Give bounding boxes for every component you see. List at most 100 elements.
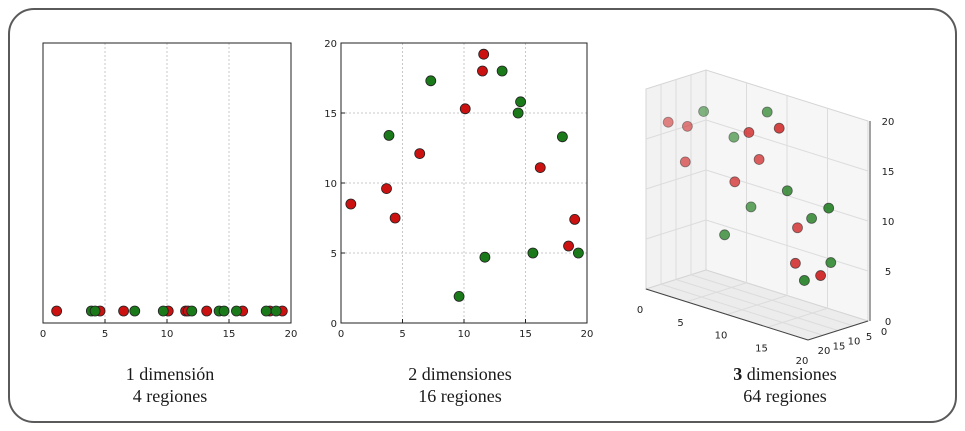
gridline-3d xyxy=(767,307,828,328)
ztick-label-3d: 0 xyxy=(885,317,891,328)
gridline-3d xyxy=(675,279,839,331)
caption-1d-regions: 4 regiones xyxy=(132,386,208,406)
xtick-label-3d: 0 xyxy=(637,305,643,316)
point-2d xyxy=(459,103,471,115)
point-2d xyxy=(479,251,491,263)
point-2d xyxy=(425,75,437,87)
caption-3d: 3 dimensiones 64 regiones xyxy=(680,363,890,407)
point-2d xyxy=(557,131,568,143)
point-3d xyxy=(806,212,817,224)
point-1d xyxy=(270,305,282,317)
point-1d xyxy=(218,305,230,317)
point-2d xyxy=(534,162,546,174)
point-2d xyxy=(345,198,357,210)
point-2d xyxy=(477,65,488,77)
point-2d xyxy=(563,240,574,252)
ytick-label-2d: 5 xyxy=(331,249,337,260)
gridline-3d xyxy=(645,119,707,140)
point-2d xyxy=(572,247,584,259)
point-2d xyxy=(527,247,539,259)
point-1d xyxy=(201,305,213,317)
xtick-label-1d: 0 xyxy=(40,329,46,340)
ytick-label-3d: 10 xyxy=(848,337,861,348)
point-2d xyxy=(453,290,465,302)
point-1d xyxy=(260,305,272,317)
ytick-label-3d: 15 xyxy=(833,341,846,352)
caption-2d: 2 dimensiones 16 regiones xyxy=(355,363,565,407)
caption-1d: 1 dimensión 4 regiones xyxy=(70,363,270,407)
xtick-label-3d: 10 xyxy=(715,331,728,342)
xtick-label-3d: 15 xyxy=(755,343,768,354)
ytick-label-2d: 15 xyxy=(324,109,337,120)
caption-3d-regions: 64 regiones xyxy=(743,386,827,406)
caption-2d-title: 2 dimensiones xyxy=(408,364,512,384)
ytick-label-2d: 0 xyxy=(331,319,337,330)
point-3d xyxy=(753,154,765,165)
xtick-label-2d: 20 xyxy=(581,329,594,340)
point-3d xyxy=(773,122,785,134)
point-2d xyxy=(512,107,524,119)
xtick-label-1d: 10 xyxy=(161,329,174,340)
point-2d xyxy=(478,48,490,60)
axes-2d xyxy=(340,42,588,324)
point-3d xyxy=(799,275,810,286)
xtick-label-1d: 20 xyxy=(285,329,298,340)
point-2d xyxy=(383,129,395,141)
point-3d xyxy=(719,229,730,241)
axes-1d xyxy=(42,42,292,324)
point-2d xyxy=(515,96,526,108)
point-3d xyxy=(662,116,674,128)
xtick-label-2d: 0 xyxy=(338,329,344,340)
xtick-label-3d: 20 xyxy=(796,356,809,367)
xtick-label-1d: 15 xyxy=(223,329,236,340)
xtick-label-2d: 10 xyxy=(458,329,471,340)
point-3d xyxy=(781,185,793,197)
point-1d xyxy=(231,305,242,317)
point-3d xyxy=(745,201,757,213)
ztick-label-3d: 5 xyxy=(885,267,891,278)
point-3d xyxy=(728,131,740,143)
point-3d xyxy=(682,120,693,132)
point-1d xyxy=(129,305,141,317)
point-1d xyxy=(118,305,129,317)
xtick-label-3d: 5 xyxy=(677,318,683,329)
point-1d xyxy=(89,305,101,317)
ztick-label-3d: 20 xyxy=(882,117,895,128)
caption-2d-regions: 16 regiones xyxy=(418,386,502,406)
ytick-label-2d: 20 xyxy=(324,39,337,50)
x-axis-3d xyxy=(645,288,809,341)
xtick-label-2d: 5 xyxy=(399,329,405,340)
point-3d xyxy=(815,270,826,281)
point-2d xyxy=(569,213,581,225)
xtick-label-1d: 5 xyxy=(102,329,108,340)
point-2d xyxy=(414,148,426,160)
ytick-label-2d: 10 xyxy=(324,179,337,190)
point-2d xyxy=(389,212,401,224)
point-1d xyxy=(186,305,198,317)
point-3d xyxy=(823,202,835,214)
point-3d xyxy=(825,257,837,268)
caption-1d-title: 1 dimensión xyxy=(125,364,215,384)
point-3d xyxy=(729,176,741,188)
ytick-label-3d: 5 xyxy=(866,332,872,343)
point-3d xyxy=(790,257,801,269)
point-3d xyxy=(792,222,803,234)
point-1d xyxy=(51,305,63,317)
y-axis-3d xyxy=(807,320,869,341)
ztick-label-3d: 15 xyxy=(882,167,895,178)
ytick-label-3d: 20 xyxy=(818,346,831,357)
point-2d xyxy=(381,183,392,195)
caption-3d-title: 3 dimensiones xyxy=(733,364,837,384)
gridline-3d xyxy=(660,283,824,336)
point-3d xyxy=(679,156,691,168)
point-3d xyxy=(743,127,755,138)
point-1d xyxy=(157,305,169,317)
point-3d xyxy=(761,106,773,118)
gridline-3d xyxy=(705,119,869,172)
point-3d xyxy=(698,106,709,117)
ytick-label-3d: 0 xyxy=(881,327,887,338)
xtick-label-2d: 15 xyxy=(519,329,532,340)
point-2d xyxy=(496,65,508,77)
ztick-label-3d: 10 xyxy=(882,217,895,228)
